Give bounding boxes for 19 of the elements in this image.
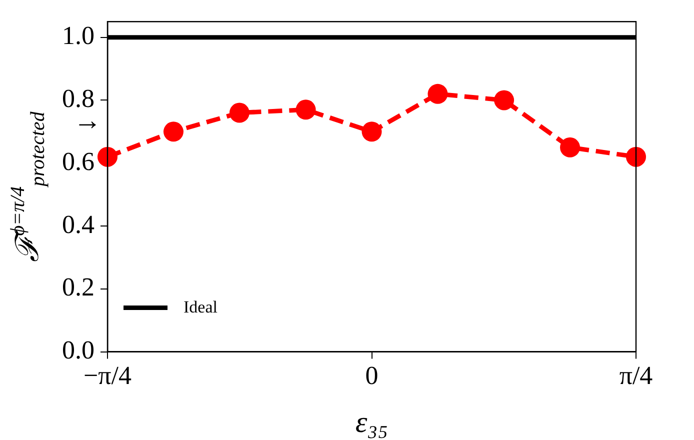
y-tick-label: 1.0 xyxy=(62,21,94,50)
point xyxy=(560,137,580,158)
y-tick-label: 0.4 xyxy=(62,210,94,239)
point xyxy=(229,102,250,123)
point xyxy=(98,146,118,167)
y-tick-label: 0.2 xyxy=(62,272,94,302)
point xyxy=(163,122,184,142)
x-tick-label: π/4 xyxy=(619,361,653,390)
point xyxy=(494,90,514,110)
y-tick-label: 0.6 xyxy=(62,146,94,176)
x-tick-label: 0 xyxy=(365,361,378,390)
point xyxy=(428,84,448,104)
y-tick-label: 0.8 xyxy=(62,84,94,114)
point xyxy=(362,122,382,142)
x-axis-title: ε₃₅ xyxy=(355,406,388,439)
legend-label: Ideal xyxy=(184,297,218,316)
y-axis-title: ℱϕ=π/4protected xyxy=(7,110,49,262)
point xyxy=(626,146,646,167)
point xyxy=(296,100,316,120)
